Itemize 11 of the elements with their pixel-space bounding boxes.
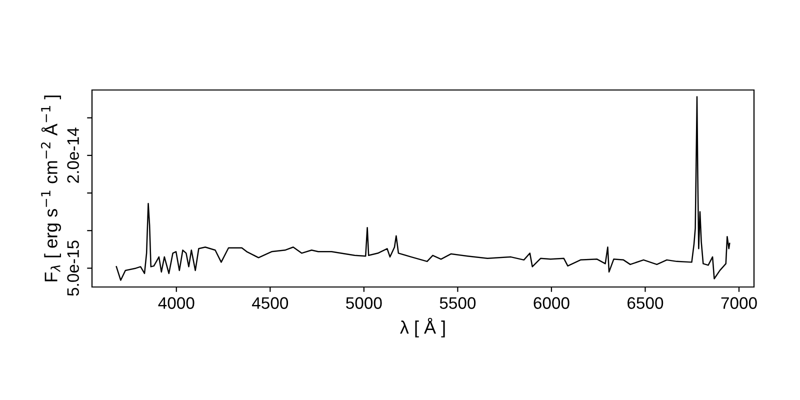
x-tick-label: 7000: [721, 297, 757, 309]
x-tick-label: 4500: [252, 297, 288, 309]
y-tick-label: 2.0e-14: [67, 128, 79, 183]
x-axis-title: λ [ Å ]: [400, 318, 445, 338]
x-tick-label: 6000: [534, 297, 570, 309]
x-tick-label: 4000: [158, 297, 194, 309]
text: F$_{λ}$ [ erg s$^{−1}$ cm$^{−2}$ Å$^{−1}$ ]: [40, 96, 61, 282]
x-tick-label: 5500: [440, 297, 476, 309]
y-tick-label: 5.0e-15: [67, 240, 79, 296]
x-tick-label: 5000: [346, 297, 382, 309]
x-tick-label: 6500: [628, 297, 664, 309]
